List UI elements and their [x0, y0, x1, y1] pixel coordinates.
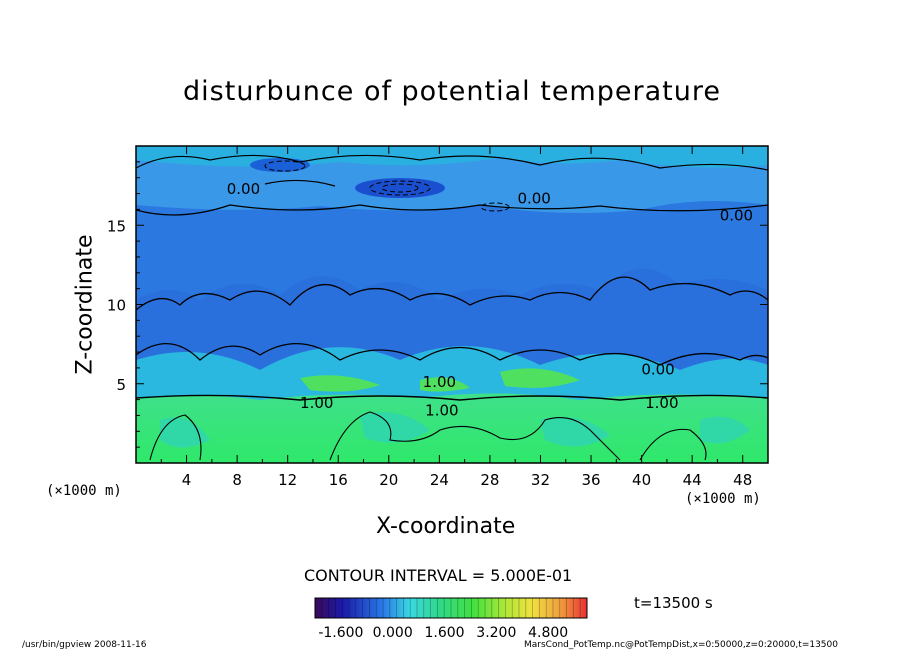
x-tick-label: 32: [531, 471, 550, 489]
cold-core: [355, 178, 445, 198]
x-tick-label: 40: [632, 471, 651, 489]
contour-line: [136, 154, 768, 171]
contour-label: 0.00: [227, 180, 260, 198]
footer-right: MarsCond_PotTemp.nc@PotTempDist,x=0:5000…: [524, 640, 838, 650]
contour-line-negative: [381, 183, 419, 193]
colorbar: [314, 597, 588, 619]
mixing-band: [136, 346, 768, 400]
footer-left: /usr/bin/gpview 2008-11-16: [22, 640, 147, 650]
x-axis-label: X-coordinate: [376, 514, 516, 539]
x-tick-label: 36: [581, 471, 600, 489]
lower-patches: [160, 412, 750, 448]
y-axis-label: Z-coordinate: [72, 234, 98, 375]
contour-label: 1.00: [300, 394, 333, 412]
x-tick-label: 20: [379, 471, 398, 489]
colorbar-tick-label: 4.800: [528, 625, 568, 641]
contour-line-negative: [480, 202, 510, 212]
contour-line: [149, 411, 707, 461]
contour-interval-text: CONTOUR INTERVAL = 5.000E-01: [304, 566, 573, 585]
contour-line: [136, 342, 768, 366]
contour-label: 0.00: [641, 360, 674, 378]
lower-region: [136, 393, 768, 463]
chart-title: disturbunce of potential temperature: [183, 76, 721, 107]
contour-label: 0.00: [720, 207, 753, 225]
colorbar-tick-label: 1.600: [424, 625, 464, 641]
colorbar-segments: [321, 598, 581, 618]
x-tick-label: 48: [733, 471, 752, 489]
colorbar-tick-label: 3.200: [476, 625, 516, 641]
y-tick-label: 15: [107, 217, 126, 235]
x-tick-label: 12: [278, 471, 297, 489]
cold-patch: [250, 158, 310, 172]
contour-line-negative: [369, 180, 431, 196]
contour-line: [136, 204, 768, 216]
contour-line-negative: [264, 160, 306, 172]
colorbar-tick-label: -1.600: [318, 625, 363, 641]
x-tick-label: 24: [430, 471, 449, 489]
colorbar-tick-label: 0.000: [373, 625, 413, 641]
field-layer: [136, 146, 768, 463]
contour-line: [136, 394, 768, 401]
colorbar-tick-labels: -1.600 0.000 1.600 3.200 4.800: [318, 625, 568, 641]
z-unit-label: (×1000 m): [46, 483, 122, 499]
contour-label: 0.00: [517, 189, 550, 207]
x-tick-label: 44: [683, 471, 702, 489]
contour-line: [136, 276, 768, 311]
x-unit-label: (×1000 m): [685, 491, 761, 507]
y-tick-label: 5: [116, 376, 126, 394]
contour-line: [264, 179, 336, 187]
x-tick-label: 16: [329, 471, 348, 489]
contour-label: 1.00: [425, 402, 458, 420]
y-tick-label: 10: [107, 297, 126, 315]
x-tick-label: 28: [480, 471, 499, 489]
x-tick-label: 8: [232, 471, 242, 489]
contour-label-layer: 0.00 0.00 0.00 1.00 0.00 1.00 1.00 1.00: [227, 180, 753, 420]
x-tick-label: 4: [182, 471, 192, 489]
contour-label: 1.00: [645, 394, 678, 412]
warm-streaks: [300, 368, 580, 392]
contour-label: 1.00: [423, 373, 456, 391]
time-label: t=13500 s: [634, 594, 713, 612]
